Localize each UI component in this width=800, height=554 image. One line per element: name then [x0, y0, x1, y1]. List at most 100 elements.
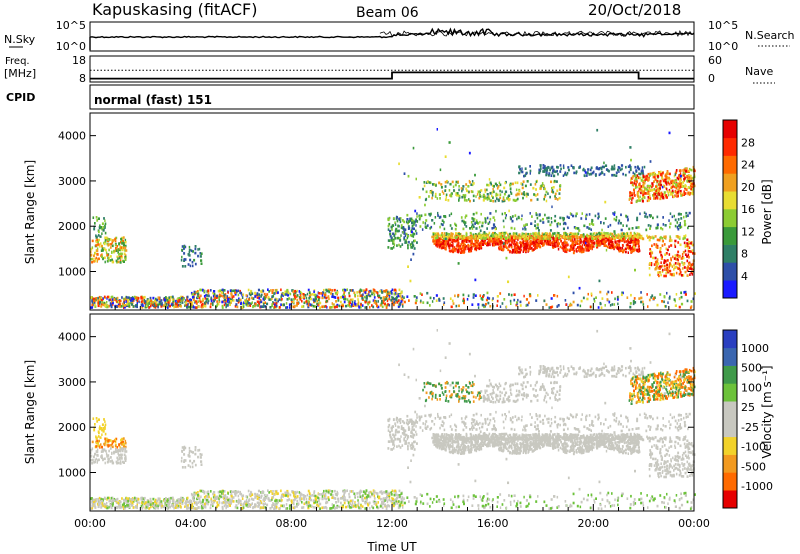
power-cell [687, 214, 689, 217]
power-cell [537, 242, 540, 245]
power-cell [654, 192, 657, 196]
power-cell [463, 221, 466, 224]
power-cell [682, 192, 684, 196]
power-cell [602, 240, 605, 244]
power-cell [564, 299, 567, 302]
power-cell [313, 300, 316, 304]
power-cell [531, 215, 533, 218]
power-cell [111, 298, 114, 301]
power-cell [211, 301, 214, 305]
power-cell [607, 238, 610, 242]
power-cell [471, 227, 474, 230]
power-cell [518, 171, 521, 175]
power-cell [306, 292, 309, 296]
power-cell [567, 226, 569, 230]
power-cell [629, 231, 632, 235]
power-cell [637, 239, 640, 242]
power-cell [407, 265, 409, 268]
power-cell [407, 234, 410, 238]
power-cell [678, 297, 681, 301]
power-cell [503, 186, 506, 190]
power-cell [457, 234, 460, 238]
power-cell [483, 234, 486, 238]
colorbar-tick-label: 28 [741, 136, 755, 149]
power-cell [636, 180, 638, 184]
power-cell [334, 292, 337, 295]
power-cell [662, 268, 664, 272]
power-cell [347, 300, 350, 303]
power-cell [576, 242, 579, 245]
power-cell [686, 242, 689, 245]
power-cell [583, 167, 585, 171]
power-cell [657, 267, 660, 270]
power-cell [409, 243, 412, 246]
power-cell [187, 303, 189, 306]
power-cell [388, 222, 391, 226]
power-cell [451, 234, 453, 238]
power-cell [574, 243, 576, 247]
velocity-cell [125, 505, 128, 509]
power-cell [513, 236, 515, 240]
power-cell [541, 184, 543, 188]
power-cell [654, 197, 656, 200]
power-cell [677, 182, 679, 185]
power-cell [486, 183, 489, 187]
power-cell [388, 297, 391, 301]
power-cell [454, 239, 457, 243]
power-cell [396, 295, 399, 299]
power-cell [457, 242, 460, 245]
power-cell [643, 186, 646, 190]
power-cell [401, 298, 404, 302]
power-cell [530, 198, 533, 202]
power-cell [292, 290, 295, 293]
power-cell [653, 243, 655, 246]
power-cell [662, 216, 664, 219]
power-cell [334, 296, 337, 299]
power-cell [532, 232, 535, 235]
power-cell [663, 259, 666, 262]
power-cell [104, 222, 107, 226]
power-cell [575, 235, 578, 238]
power-cell [668, 219, 670, 222]
power-cell [416, 215, 418, 218]
power-cell [275, 298, 278, 301]
power-cell [235, 303, 238, 306]
power-cell [524, 167, 527, 170]
power-cell [627, 234, 629, 238]
power-cell [480, 236, 482, 239]
power-cell [421, 293, 423, 296]
power-cell [575, 236, 578, 240]
power-cell [484, 197, 487, 200]
power-cell [487, 235, 489, 239]
power-cell [454, 247, 457, 251]
velocity-cell [245, 499, 248, 502]
power-cell [659, 236, 662, 240]
power-cell [111, 241, 113, 244]
power-cell [675, 183, 678, 186]
power-cell [641, 189, 643, 193]
power-cell [636, 174, 639, 177]
power-cell [118, 300, 121, 303]
power-cell [212, 303, 214, 307]
power-cell [394, 223, 397, 226]
power-cell [104, 240, 107, 244]
power-cell [630, 181, 632, 185]
power-cell [128, 302, 131, 305]
velocity-cell [177, 501, 180, 504]
power-cell [630, 165, 632, 169]
power-cell [525, 192, 528, 195]
power-cell [691, 188, 694, 192]
power-cell [678, 237, 681, 240]
power-cell [475, 195, 477, 198]
power-cell [444, 215, 447, 219]
power-cell [501, 248, 503, 252]
power-cell [555, 180, 558, 183]
power-cell [593, 232, 595, 235]
power-cell [223, 293, 226, 297]
power-cell [510, 245, 513, 249]
power-cell [624, 233, 627, 236]
power-cell [655, 245, 658, 249]
power-cell [565, 232, 567, 235]
power-cell [518, 165, 520, 169]
freq-tick-top: 18 [72, 54, 86, 67]
